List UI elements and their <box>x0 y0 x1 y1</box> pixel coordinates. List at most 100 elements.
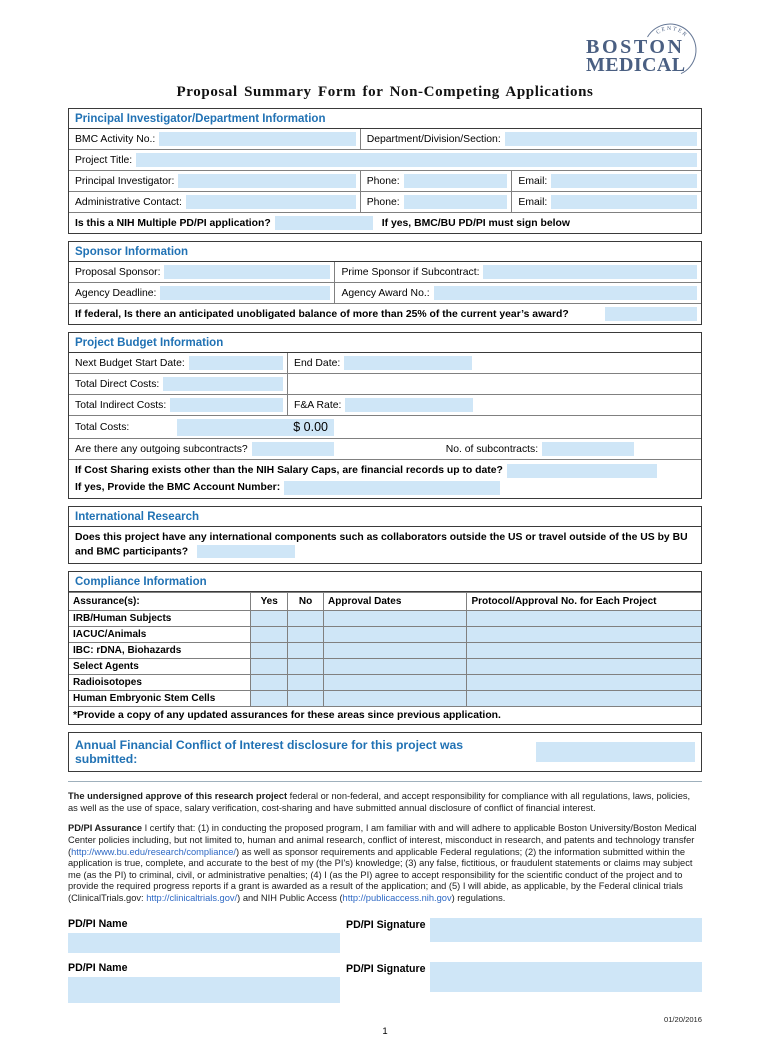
indirect-costs-cell: Total Indirect Costs: <box>69 395 287 415</box>
ibc-yes-field[interactable] <box>250 643 288 659</box>
ibc-protocol-field[interactable] <box>466 643 701 659</box>
pi-row-admin: Administrative Contact: Phone: Email: <box>69 191 701 212</box>
federal-question-field[interactable] <box>605 307 697 321</box>
admin-email-field[interactable] <box>551 195 697 209</box>
bmc-activity-label: BMC Activity No.: <box>75 133 156 145</box>
pdpi-name-field-1[interactable] <box>68 932 340 953</box>
coi-field[interactable] <box>535 742 695 763</box>
pi-email-field[interactable] <box>551 174 697 188</box>
international-field[interactable] <box>197 544 296 558</box>
pdpi-name-label-2: PD/PI Name <box>68 961 128 974</box>
end-date-field[interactable] <box>344 356 473 370</box>
radioisotopes-approval-date-field[interactable] <box>323 675 467 691</box>
pdpi-signature-label-1: PD/PI Signature <box>346 918 426 931</box>
iacuc-yes-field[interactable] <box>250 627 288 643</box>
subcontracts-question-label: Are there any outgoing subcontracts? <box>75 443 248 455</box>
total-costs-field[interactable]: $ 0.00 <box>177 418 334 436</box>
compliance-section-header: Compliance Information <box>69 572 701 593</box>
iacuc-protocol-field[interactable] <box>466 627 701 643</box>
irb-yes-field[interactable] <box>250 611 288 627</box>
footer-date: 01/20/2016 <box>663 1014 702 1024</box>
stem-cells-yes-field[interactable] <box>250 691 288 707</box>
admin-email-cell: Email: <box>511 192 701 212</box>
pdpi-name-label-1: PD/PI Name <box>68 917 128 930</box>
agency-deadline-field[interactable] <box>160 286 331 300</box>
stem-cells-no-field[interactable] <box>287 691 324 707</box>
prime-sponsor-label: Prime Sponsor if Subcontract: <box>341 266 480 278</box>
bmc-account-field[interactable] <box>284 480 501 495</box>
select-agents-approval-date-field[interactable] <box>323 659 467 675</box>
page-number: 1 <box>382 1025 388 1037</box>
nih-multiple-note: If yes, BMC/BU PD/PI must sign below <box>381 217 570 229</box>
irb-no-field[interactable] <box>287 611 324 627</box>
iacuc-approval-date-field[interactable] <box>323 627 467 643</box>
project-title-field[interactable] <box>136 153 697 167</box>
pi-row-nih-multiple: Is this a NIH Multiple PD/PI application… <box>69 212 701 233</box>
compliance-row-irb: IRB/Human Subjects <box>69 610 701 627</box>
radioisotopes-protocol-field[interactable] <box>466 675 701 691</box>
start-date-field[interactable] <box>188 356 284 370</box>
fa-rate-cell: F&A Rate: <box>287 395 701 415</box>
project-title-label: Project Title: <box>75 154 133 166</box>
subcontracts-no-field[interactable] <box>542 442 635 456</box>
admin-phone-field[interactable] <box>403 195 508 209</box>
logo-circle-arc <box>647 23 697 75</box>
irb-protocol-field[interactable] <box>466 611 701 627</box>
pdpi-signature-field-2[interactable] <box>430 961 702 992</box>
budget-row-indirect: Total Indirect Costs: F&A Rate: <box>69 394 701 415</box>
iacuc-label: IACUC/Animals <box>73 629 147 641</box>
prime-sponsor-field[interactable] <box>483 265 697 279</box>
compliance-header-row: Assurance(s): Yes No Approval Dates Prot… <box>69 592 701 611</box>
admin-phone-label: Phone: <box>366 196 400 208</box>
pi-section: Principal Investigator/Department Inform… <box>68 108 702 234</box>
pi-row-investigator: Principal Investigator: Phone: Email: <box>69 170 701 191</box>
department-field[interactable] <box>504 132 697 146</box>
pdpi-name-field-2[interactable] <box>68 976 340 1003</box>
direct-costs-field[interactable] <box>163 377 284 391</box>
international-question-wrap: Does this project have any international… <box>69 527 701 563</box>
select-agents-protocol-field[interactable] <box>466 659 701 675</box>
budget-section: Project Budget Information Next Budget S… <box>68 332 702 499</box>
undersigned-body: federal or non-federal, and accept respo… <box>68 791 691 813</box>
indirect-costs-field[interactable] <box>170 398 284 412</box>
no-col-header: No <box>287 593 323 611</box>
agency-deadline-cell: Agency Deadline: <box>69 283 334 303</box>
agency-award-field[interactable] <box>433 286 697 300</box>
agency-deadline-label: Agency Deadline: <box>75 287 157 299</box>
pi-name-field[interactable] <box>178 174 356 188</box>
nih-multiple-field[interactable] <box>274 216 373 230</box>
pdpi-assurance-body-2: ) as well as sponsor requirements and ap… <box>68 846 693 903</box>
irb-approval-date-field[interactable] <box>323 611 467 627</box>
pdpi-signature-field-1[interactable] <box>430 917 702 942</box>
subcontracts-field[interactable] <box>251 442 334 456</box>
bu-compliance-link[interactable]: http://www.bu.edu/research/compliance/ <box>71 846 236 857</box>
approval-dates-col-header: Approval Dates <box>323 593 466 611</box>
bmc-activity-field[interactable] <box>159 132 356 146</box>
select-agents-yes-field[interactable] <box>250 659 288 675</box>
fa-rate-label: F&A Rate: <box>294 399 342 411</box>
proposal-sponsor-cell: Proposal Sponsor: <box>69 262 334 282</box>
stem-cells-protocol-field[interactable] <box>466 691 701 707</box>
cost-sharing-field[interactable] <box>506 463 657 478</box>
nih-public-access-link[interactable]: http://publicaccess.nih.gov <box>342 893 452 903</box>
radioisotopes-yes-field[interactable] <box>250 675 288 691</box>
fa-rate-field[interactable] <box>345 398 474 412</box>
select-agents-no-field[interactable] <box>287 659 324 675</box>
ibc-approval-date-field[interactable] <box>323 643 467 659</box>
international-question: Does this project have any international… <box>75 532 688 557</box>
proposal-sponsor-label: Proposal Sponsor: <box>75 266 161 278</box>
radioisotopes-no-field[interactable] <box>287 675 324 691</box>
admin-name-field[interactable] <box>185 195 356 209</box>
pi-name-cell: Principal Investigator: <box>69 171 360 191</box>
pi-phone-field[interactable] <box>403 174 508 188</box>
iacuc-no-field[interactable] <box>287 627 324 643</box>
ibc-no-field[interactable] <box>287 643 324 659</box>
proposal-sponsor-field[interactable] <box>164 265 331 279</box>
direct-costs-cell: Total Direct Costs: <box>69 374 287 394</box>
page-title: Proposal Summary Form for Non-Competing … <box>176 84 594 100</box>
logo-line1: BOSTON <box>586 36 685 58</box>
clinicaltrials-link[interactable]: http://clinicaltrials.gov/ <box>146 893 238 903</box>
total-costs-label: Total Costs: <box>75 421 130 433</box>
stem-cells-approval-date-field[interactable] <box>323 691 467 707</box>
